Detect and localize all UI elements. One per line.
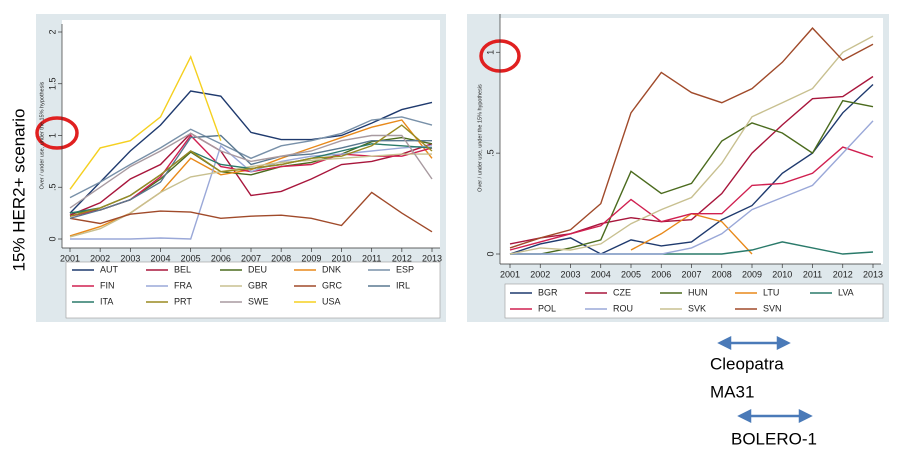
x-tick-label: 2007 xyxy=(681,269,701,279)
legend-label: AUT xyxy=(100,264,119,274)
legend-label: FIN xyxy=(100,280,115,290)
legend-label: IRL xyxy=(396,280,410,290)
arrow xyxy=(717,335,813,424)
series-line xyxy=(69,55,222,190)
x-tick-label: 2005 xyxy=(621,269,641,279)
right-legend-box xyxy=(504,283,884,319)
series-line xyxy=(70,144,433,240)
x-tick-label: 2012 xyxy=(392,253,412,263)
series-line xyxy=(69,116,433,199)
legend-label: SVK xyxy=(688,303,706,313)
legend-label: GRC xyxy=(322,280,343,290)
y-axis-label: Over / under use, under the 15% hypothes… xyxy=(477,84,483,192)
legend-label: GBR xyxy=(248,280,268,290)
legend-label: PRT xyxy=(174,296,192,306)
legend-label: ROU xyxy=(613,303,633,313)
series-line xyxy=(510,120,874,255)
x-tick-label: 2007 xyxy=(241,253,261,263)
series-line xyxy=(69,132,433,209)
legend-label: DNK xyxy=(322,264,341,274)
x-tick-label: 2011 xyxy=(803,269,822,279)
y-tick-label: 0 xyxy=(485,251,495,256)
side-label: 15% HER2+ scenario xyxy=(9,108,28,271)
x-tick-label: 2013 xyxy=(422,253,442,263)
x-tick-label: 2003 xyxy=(560,269,580,279)
series-line xyxy=(509,27,874,249)
legend-label: LVA xyxy=(838,287,854,297)
left-legend-box xyxy=(65,261,441,319)
x-tick-label: 2011 xyxy=(362,253,381,263)
x-tick-label: 2002 xyxy=(90,253,110,263)
x-tick-label: 2013 xyxy=(863,269,883,279)
legend-label: SWE xyxy=(248,296,269,306)
legend-label: POL xyxy=(538,303,556,313)
y-tick-label: .5 xyxy=(47,183,57,191)
legend-label: ESP xyxy=(396,264,414,274)
series-line xyxy=(509,35,874,255)
y-axis-label: Over / under use, under the 15% hypothes… xyxy=(39,81,45,189)
y-tick-label: 1 xyxy=(485,50,495,55)
legend-label: USA xyxy=(322,296,341,306)
y-tick-label: .5 xyxy=(485,149,495,157)
highlight-circle xyxy=(35,116,79,150)
x-tick-label: 2002 xyxy=(530,269,550,279)
x-tick-label: 2006 xyxy=(211,253,231,263)
x-tick-label: 2001 xyxy=(500,269,520,279)
series-line xyxy=(69,132,433,216)
series-line xyxy=(69,90,433,214)
x-tick-label: 2004 xyxy=(150,253,170,263)
x-tick-label: 2010 xyxy=(772,269,792,279)
legend-label: SVN xyxy=(763,303,782,313)
x-tick-label: 2006 xyxy=(651,269,671,279)
y-tick-label: 1.5 xyxy=(47,77,57,90)
series-line xyxy=(509,146,874,251)
x-tick-label: 2008 xyxy=(271,253,291,263)
series-line xyxy=(69,153,432,238)
annotation: BOLERO-1 xyxy=(731,429,817,448)
x-tick-label: 2008 xyxy=(712,269,732,279)
legend-label: CZE xyxy=(613,287,631,297)
legend-label: FRA xyxy=(174,280,192,290)
x-tick-label: 2004 xyxy=(591,269,611,279)
x-tick-label: 2009 xyxy=(742,269,762,279)
series-line xyxy=(510,99,874,255)
legend-label: HUN xyxy=(688,287,708,297)
x-tick-label: 2009 xyxy=(301,253,321,263)
legend-label: BGR xyxy=(538,287,558,297)
right-plot-area xyxy=(500,18,883,264)
series-line xyxy=(69,191,433,233)
left-plot-area xyxy=(62,20,440,248)
x-tick-label: 2005 xyxy=(181,253,201,263)
x-tick-label: 2003 xyxy=(120,253,140,263)
x-tick-label: 2010 xyxy=(331,253,351,263)
annotation: Cleopatra xyxy=(710,354,784,373)
legend-label: BEL xyxy=(174,264,191,274)
series-line xyxy=(69,124,433,217)
y-tick-label: 0 xyxy=(47,236,57,241)
legend-label: LTU xyxy=(763,287,779,297)
x-tick-label: 2001 xyxy=(60,253,80,263)
annotation: MA31 xyxy=(710,382,754,401)
series-line xyxy=(69,134,432,219)
legend-label: ITA xyxy=(100,296,113,306)
legend-label: DEU xyxy=(248,264,267,274)
x-tick-label: 2012 xyxy=(833,269,853,279)
y-tick-label: 1 xyxy=(47,133,57,138)
y-tick-label: 2 xyxy=(47,29,57,34)
